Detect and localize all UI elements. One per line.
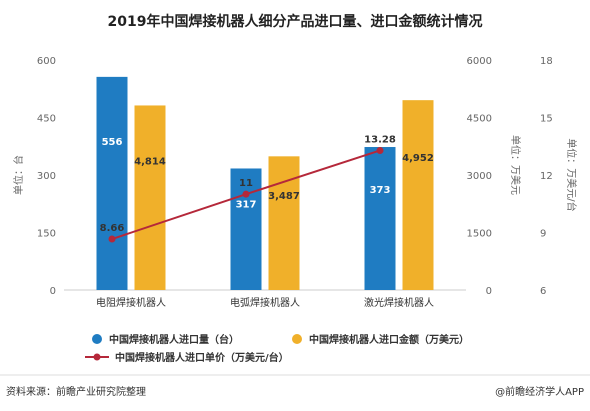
right-axis-price-title: 单位：万美元/台 [565,138,578,211]
bar-volume-2 [364,147,396,290]
label-price-1: 11 [239,178,253,189]
footer-credit: @前瞻经济学人APP [495,385,584,398]
price-line-series [108,146,384,243]
plot-area: 0 150 300 450 600 0 1500 3000 4500 6000 6 9 12 15 18… [37,56,553,309]
label-volume-1: 317 [236,199,257,210]
right-axis-amount-title: 单位：万美元 [509,135,522,195]
bar-volume-1 [230,168,262,290]
tick-left-4: 600 [37,56,56,67]
bar-volume-0 [96,76,128,290]
chart-title: 2019年中国焊接机器人细分产品进口量、进口金额统计情况 [108,13,483,30]
category-label-1: 电弧焊接机器人 [230,296,300,309]
label-amount-0: 4,814 [134,157,166,168]
tick-right2-0: 6 [540,286,546,297]
left-axis-title: 单位：台 [12,155,25,195]
right-axis-price-ticks: 6 9 12 15 18 [540,56,553,297]
data-labels: 556 4,814 317 3,487 373 4,952 8.66 11 13.28 [100,134,434,234]
category-labels: 电阻焊接机器人 电弧焊接机器人 激光焊接机器人 [96,296,434,309]
price-point-0 [108,235,116,243]
label-volume-0: 556 [102,137,123,148]
bar-amount-0 [134,105,166,290]
tick-left-0: 0 [50,286,56,297]
legend-swatch-amount [292,334,302,344]
bar-amount-2 [402,100,434,290]
tick-left-3: 450 [37,114,56,125]
price-point-1 [242,190,250,198]
legend-swatch-volume [92,334,102,344]
tick-right2-3: 15 [540,114,553,125]
legend-label-amount: 中国焊接机器人进口金额（万美元） [309,333,469,346]
tick-right1-4: 6000 [467,56,492,67]
bar-amount-1 [268,156,300,290]
legend-label-price: 中国焊接机器人进口单价（万美元/台） [115,351,289,364]
left-axis-ticks: 0 150 300 450 600 [37,56,56,297]
category-label-0: 电阻焊接机器人 [96,296,166,309]
tick-right2-4: 18 [540,56,553,67]
legend-label-volume: 中国焊接机器人进口量（台） [109,333,239,346]
label-amount-2: 4,952 [402,153,434,164]
label-amount-1: 3,487 [268,191,300,202]
right-axis-amount-ticks: 0 1500 3000 4500 6000 [467,56,492,297]
category-label-2: 激光焊接机器人 [364,296,434,309]
tick-left-2: 300 [37,171,56,182]
label-price-0: 8.66 [100,223,125,234]
legend-swatch-price [93,353,101,361]
tick-right1-3: 4500 [467,114,492,125]
tick-right1-2: 3000 [467,171,492,182]
tick-right1-1: 1500 [467,229,492,240]
price-point-2 [376,146,384,154]
bars [96,76,434,290]
footer-source: 资料来源：前瞻产业研究院整理 [6,385,146,398]
label-price-2: 13.28 [364,134,396,145]
tick-left-1: 150 [37,229,56,240]
tick-right2-1: 9 [540,229,546,240]
tick-right2-2: 12 [540,171,553,182]
label-volume-2: 373 [370,185,391,196]
tick-right1-0: 0 [486,286,492,297]
legend: 中国焊接机器人进口量（台） 中国焊接机器人进口金额（万美元） 中国焊接机器人进口… [85,333,469,364]
